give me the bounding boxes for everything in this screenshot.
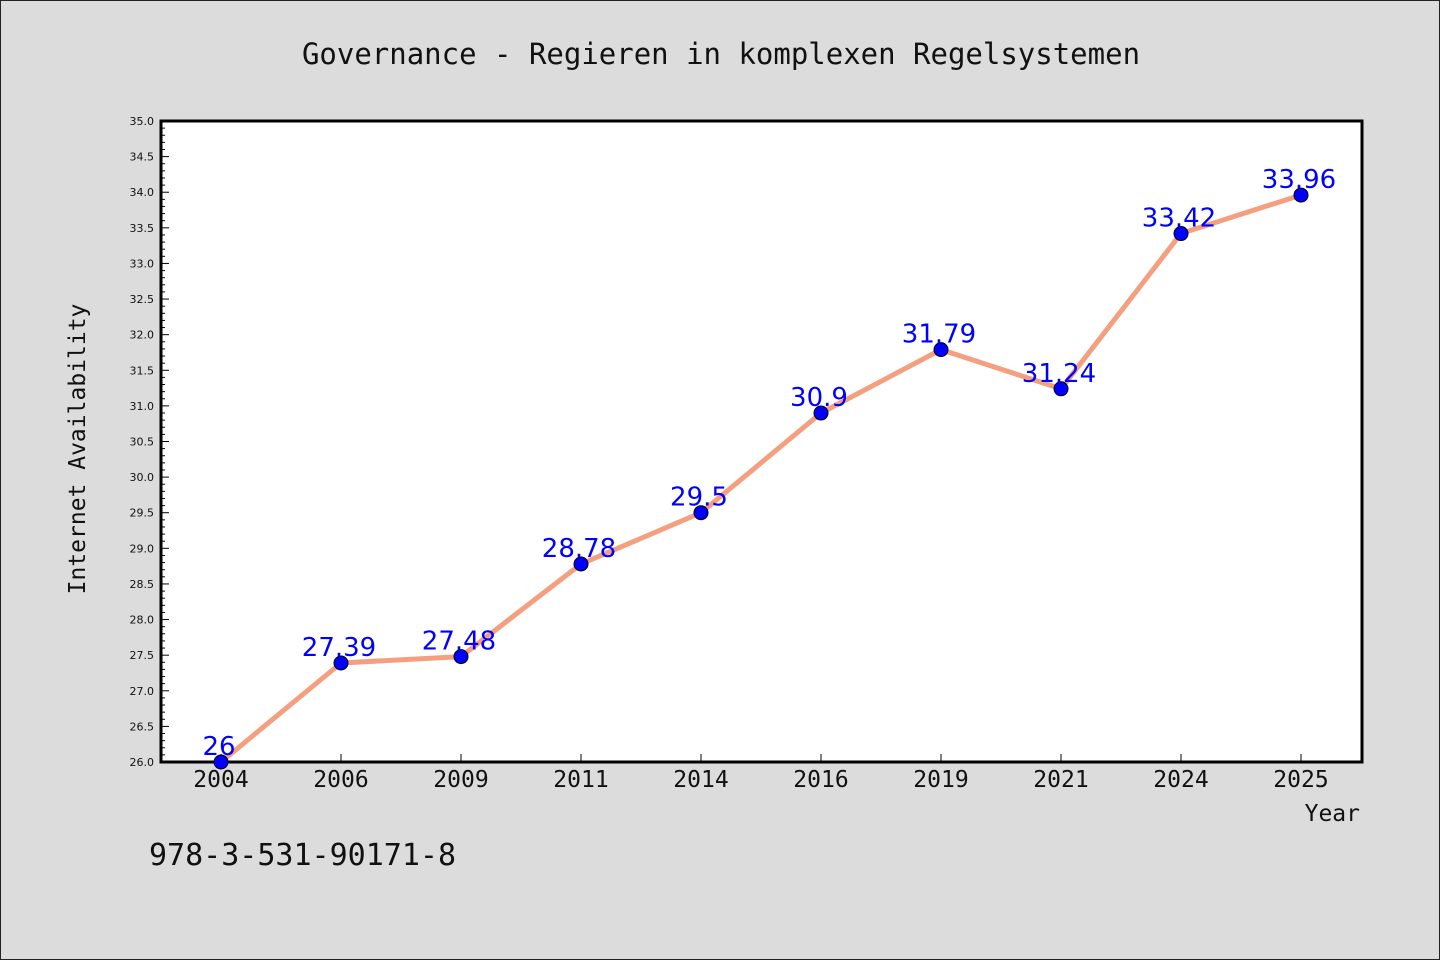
data-label: 29.5: [670, 483, 728, 513]
data-label: 28.78: [542, 534, 616, 564]
x-tick-label: 2024: [1153, 767, 1208, 793]
isbn-text: 978-3-531-90171-8: [149, 838, 456, 873]
y-tick-label: 28.5: [130, 578, 155, 591]
y-tick-label: 27.0: [130, 685, 155, 698]
plot-area: [159, 119, 1364, 764]
x-tick-label: 2014: [673, 767, 728, 793]
y-tick-label: 28.0: [130, 614, 155, 627]
data-label: 27.48: [422, 627, 496, 657]
x-axis: 2004 2006 2009 2011 2014 2016 2019 2021 2024 2025: [193, 754, 1329, 793]
data-label: 31.24: [1022, 359, 1096, 389]
data-point: [213, 754, 229, 770]
y-axis-label: Internet Availability: [65, 304, 91, 595]
data-point: [933, 342, 949, 358]
y-tick-label: 26.5: [130, 720, 155, 733]
y-tick-label: 29.5: [130, 507, 155, 520]
x-tick-label: 2019: [913, 767, 968, 793]
data-point: [333, 655, 349, 671]
x-tick-label: 2009: [433, 767, 488, 793]
y-tick-label: 30.5: [130, 436, 155, 449]
data-label: 31.79: [902, 320, 976, 350]
data-label: 33.96: [1262, 165, 1336, 195]
y-tick-label: 27.5: [130, 649, 155, 662]
y-tick-label: 32.5: [130, 293, 155, 306]
x-tick-label: 2016: [793, 767, 848, 793]
data-label: 26: [202, 732, 235, 762]
data-labels: 26 27.39 27.48 28.78 29.5 30.9 31.79 31.24 33.42…: [202, 165, 1336, 762]
y-tick-label: 30.0: [130, 471, 155, 484]
data-label: 27.39: [302, 633, 376, 663]
y-tick-label: 32.0: [130, 329, 155, 342]
y-tick-label: 26.0: [130, 756, 155, 769]
y-tick-label: 34.0: [130, 186, 155, 199]
data-label: 33.42: [1142, 204, 1216, 234]
series-line: [218, 192, 1304, 765]
chart-title: Governance - Regieren in komplexen Regel…: [302, 37, 1140, 71]
data-point: [1053, 381, 1069, 397]
data-markers: [213, 187, 1309, 770]
y-tick-label: 35.0: [130, 115, 155, 128]
data-point: [1293, 187, 1309, 203]
x-tick-label: 2021: [1033, 767, 1088, 793]
data-point: [813, 405, 829, 421]
data-point: [573, 556, 589, 572]
x-tick-label: 2006: [313, 767, 368, 793]
y-tick-label: 31.0: [130, 400, 155, 413]
y-tick-label: 29.0: [130, 542, 155, 555]
data-point: [693, 505, 709, 521]
x-tick-label: 2025: [1273, 767, 1328, 793]
y-tick-label: 33.0: [130, 257, 155, 270]
y-tick-label: 33.5: [130, 222, 155, 235]
x-tick-label: 2004: [193, 767, 248, 793]
y-tick-label: 34.5: [130, 151, 155, 164]
data-point: [1173, 226, 1189, 242]
x-axis-label: Year: [1305, 801, 1360, 827]
y-tick-label: 31.5: [130, 364, 155, 377]
series-polyline: [218, 192, 1304, 765]
y-axis: 26.0 26.5 27.0 27.5 28.0 28.5 29.0 29.5 30.0 30.5…: [130, 115, 169, 769]
data-point: [453, 649, 469, 665]
x-tick-label: 2011: [553, 767, 608, 793]
data-label: 30.9: [790, 383, 848, 413]
